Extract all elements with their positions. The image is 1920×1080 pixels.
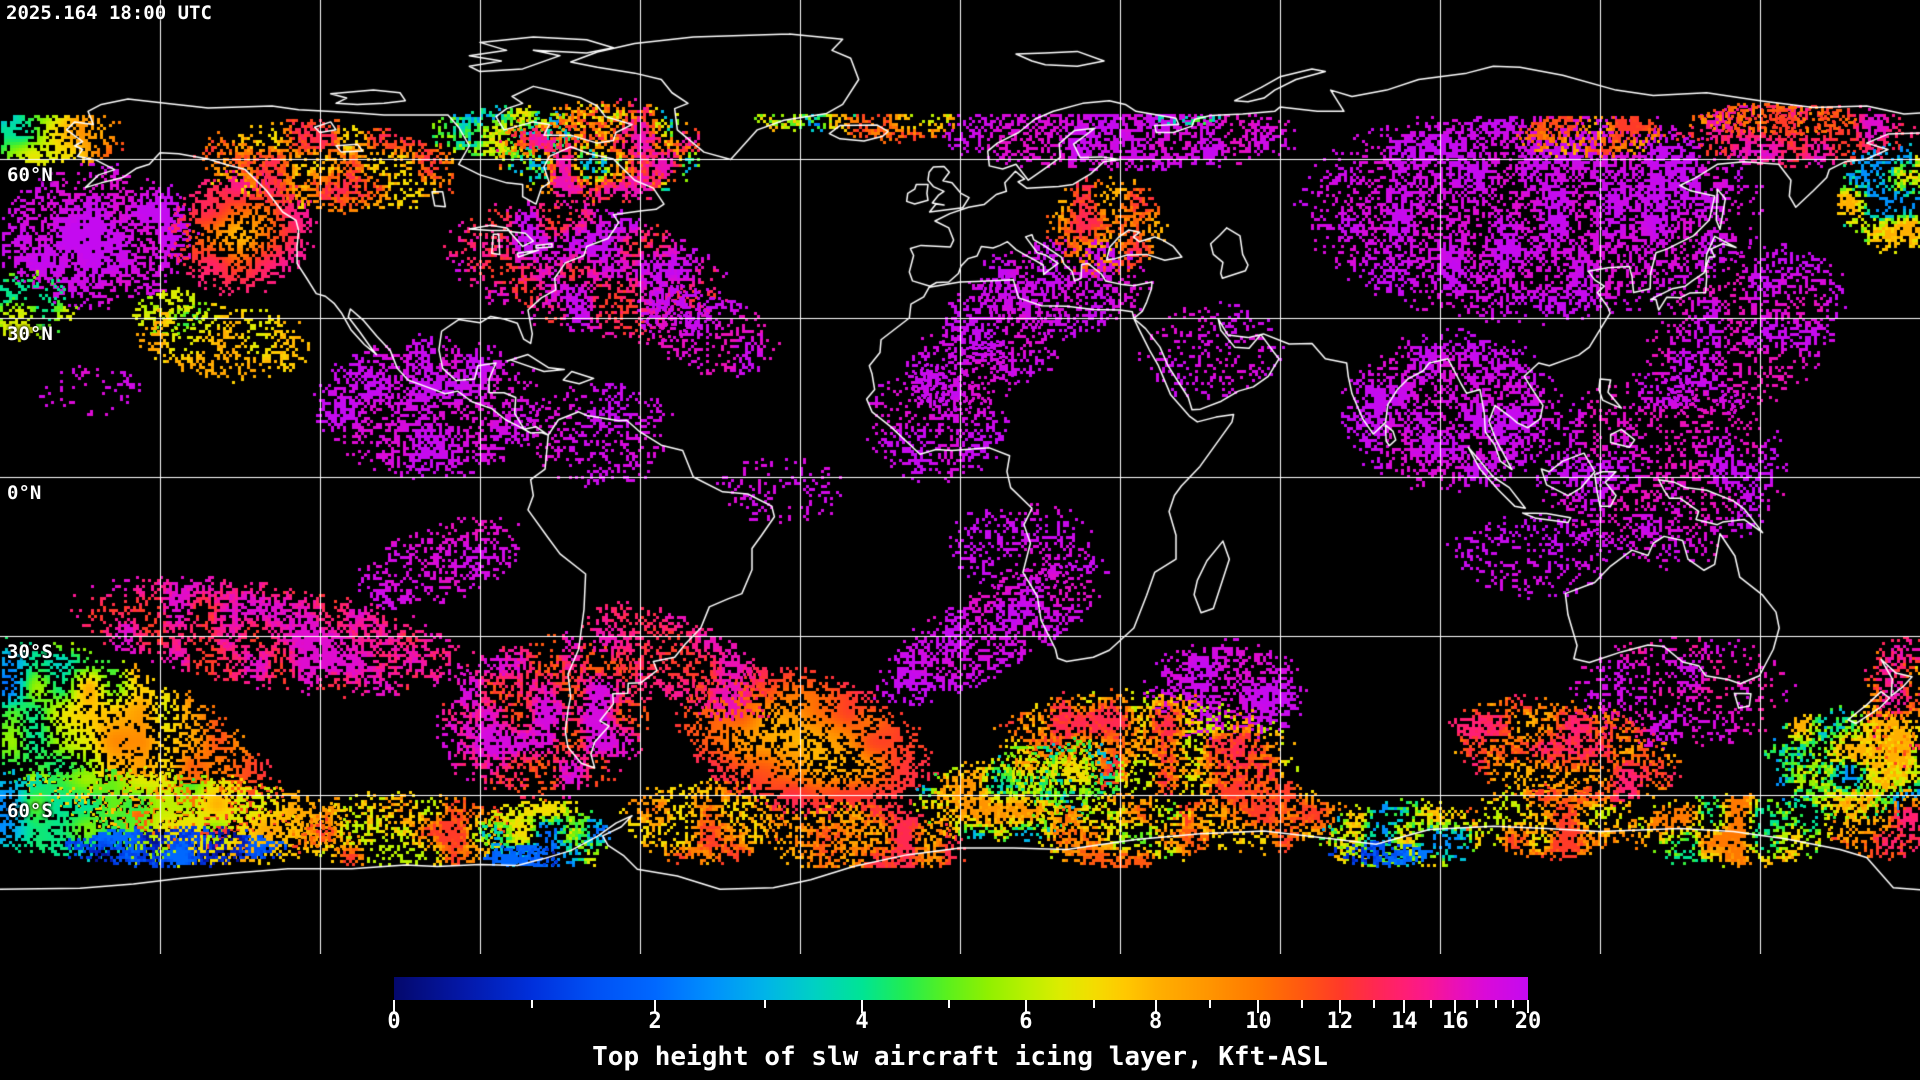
colorbar-tick (947, 1000, 950, 1008)
latitude-label: 60°S (7, 800, 53, 822)
colorbar-tick (1338, 1000, 1341, 1013)
colorbar-tick (1093, 1000, 1096, 1008)
colorbar-tick (1403, 1000, 1406, 1013)
latitude-label: 30°S (7, 641, 53, 663)
colorbar-tick (1373, 1000, 1375, 1008)
colorbar-tick-label: 8 (1148, 1009, 1163, 1034)
timestamp-label: 2025.164 18:00 UTC (6, 2, 212, 24)
colorbar: 0 2 4 6 8 10 12 14 16 20 (387, 977, 1541, 1037)
colorbar-tick (1024, 1000, 1027, 1013)
colorbar-tick-label: 10 (1245, 1009, 1272, 1034)
colorbar-tick (1454, 1000, 1457, 1013)
colorbar-tick (1257, 1000, 1260, 1013)
colorbar-tick (1430, 1000, 1433, 1008)
colorbar-tick-label: 20 (1514, 1009, 1542, 1034)
colorbar-title: Top height of slw aircraft icing layer, … (592, 1042, 1328, 1072)
colorbar-tick (393, 1000, 395, 1013)
colorbar-tick-label: 14 (1391, 1009, 1418, 1034)
colorbar-tick-label: 6 (1019, 1009, 1033, 1034)
colorbar-tick-label: 2 (648, 1009, 662, 1034)
colorbar-tick (1154, 1000, 1157, 1013)
colorbar-tick (1300, 1000, 1303, 1008)
colorbar-tick (763, 1000, 766, 1008)
colorbar-tick (1208, 1000, 1211, 1008)
colorbar-tick (654, 1000, 657, 1013)
colorbar-tick (1495, 1000, 1498, 1008)
colorbar-tick-label: 0 (387, 1009, 401, 1034)
colorbar-tick (1527, 1000, 1529, 1013)
colorbar-tick-label: 12 (1326, 1009, 1354, 1034)
colorbar-tick-label: 16 (1442, 1009, 1469, 1034)
colorbar-gradient (394, 977, 1528, 1000)
colorbar-tick (531, 1000, 534, 1008)
colorbar-tick (1511, 1000, 1514, 1008)
latitude-label: 60°N (7, 164, 53, 186)
colorbar-tick (1475, 1000, 1478, 1008)
colorbar-tick-label: 4 (855, 1009, 869, 1034)
latitude-label: 30°N (7, 323, 53, 345)
latitude-label: 0°N (7, 482, 42, 504)
colorbar-tick (861, 1000, 863, 1013)
world-map-canvas (0, 0, 1920, 954)
